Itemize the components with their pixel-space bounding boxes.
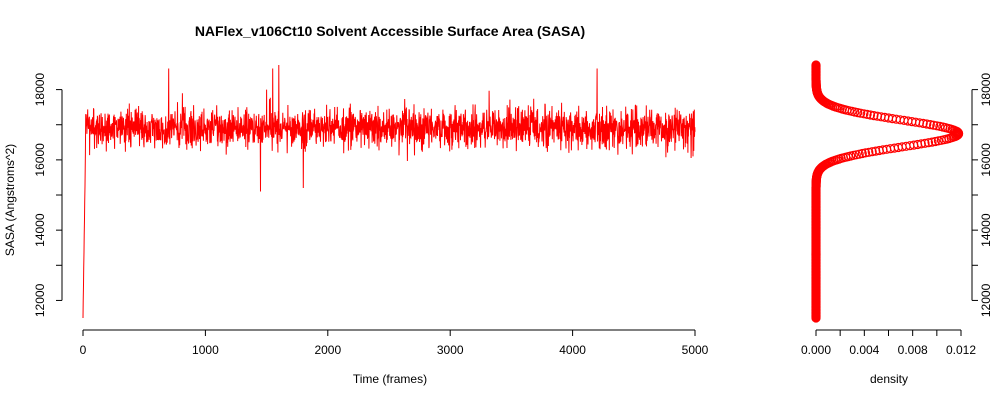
density-point [862,109,872,120]
density-x-tick-label: 0.000 [801,343,831,357]
density-point [916,139,926,149]
density-point [925,119,935,130]
density-point [872,111,883,121]
density-point [811,60,821,70]
density-y-tick-label: 14000 [979,213,993,247]
y-tick-label: 12000 [33,283,47,317]
density-y-axis: 12000 14000 16000 18000 [971,73,993,317]
y-tick-label: 14000 [33,213,47,247]
x-tick-label: 2000 [314,343,341,357]
density-point [932,121,942,131]
x-tick-label: 1000 [192,343,219,357]
density-y-tick-label: 16000 [979,143,993,177]
density-point [859,109,869,119]
density-points [811,60,964,323]
density-point [864,147,874,157]
density-point [869,110,879,121]
chart-title: NAFlex_v106Ct10 Solvent Accessible Surfa… [195,23,585,39]
x-tick-label: 4000 [559,343,586,357]
density-x-tick-label: 0.012 [946,343,976,357]
density-point [927,137,937,147]
density-x-tick-label: 0.008 [898,343,928,357]
density-plot: 12000 14000 16000 18000 0.000 0.004 0.008 0.01… [801,60,993,386]
density-point [857,148,867,159]
density-x-axis: 0.000 0.004 0.008 0.012 [801,329,976,357]
density-point [923,138,934,148]
x-tick-label: 0 [80,343,87,357]
density-point [860,148,871,158]
time-series-y-label: SASA (Angstroms^2) [3,144,17,256]
density-point [928,120,939,130]
time-series-plot: 12000 14000 16000 18000 0 1000 2000 3000 4000 50… [3,64,709,386]
time-series-x-axis: 0 1000 2000 3000 4000 5000 [80,329,709,357]
density-point [930,136,940,147]
density-y-tick-label: 18000 [979,73,993,107]
density-x-tick-label: 0.004 [849,343,879,357]
density-point [876,112,886,122]
density-x-label: density [870,372,908,386]
sasa-series-line [82,64,696,319]
y-tick-label: 18000 [33,73,47,107]
density-y-tick-label: 12000 [979,283,993,317]
sasa-trace [82,64,696,319]
density-point [935,121,945,132]
time-series-x-label: Time (frames) [353,372,427,386]
x-tick-label: 5000 [682,343,709,357]
time-series-y-axis: 12000 14000 16000 18000 [33,73,63,317]
density-point [867,147,877,157]
density-point [865,110,876,120]
x-tick-label: 3000 [437,343,464,357]
density-point [920,138,930,148]
y-tick-label: 16000 [33,143,47,177]
